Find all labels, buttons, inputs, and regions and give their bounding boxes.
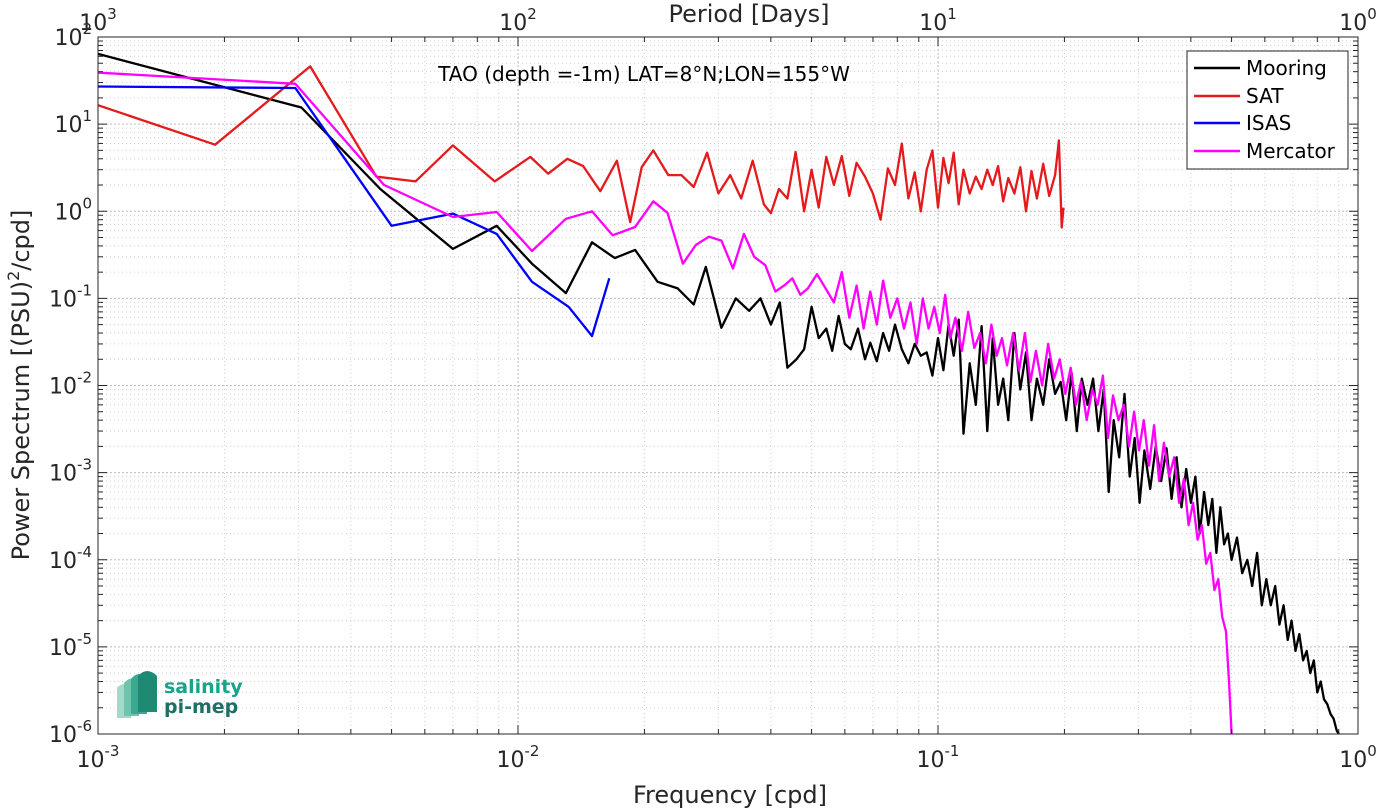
legend-label-mercator: Mercator (1246, 139, 1336, 163)
top-tick-label: 101 (919, 5, 957, 36)
series-line-isas (97, 85, 611, 338)
logo-text-pi-mep: pi-mep (164, 696, 238, 718)
logo-text-salinity: salinity (164, 676, 243, 698)
series-layer (97, 52, 1340, 735)
legend-label-mooring: Mooring (1246, 56, 1327, 80)
top-tick-label: 100 (1339, 5, 1377, 36)
y-tick-label: 10-4 (49, 543, 92, 574)
legend-label-sat: SAT (1246, 84, 1284, 108)
y-axis-label-sup: 2 (4, 271, 23, 281)
salinity-pi-mep-logo: salinity pi-mep (117, 671, 243, 718)
x-tick-label: 10-2 (497, 742, 540, 773)
series-line-mercator (97, 71, 1233, 735)
top-axis-label: Period [Days] (668, 0, 829, 28)
y-tick-label: 101 (54, 107, 92, 138)
series-line-sat (97, 65, 1065, 229)
y-tick-label: 100 (54, 194, 92, 225)
x-tick-label: 10-1 (917, 742, 960, 773)
logo-wave-icon (117, 671, 157, 718)
y-tick-label: 10-1 (49, 281, 92, 312)
tick-marks (97, 36, 1359, 735)
y-tick-label: 102 (54, 20, 92, 51)
y-axis-label: Power Spectrum [(PSU)2/cpd] (4, 210, 35, 561)
y-tick-label: 10-5 (49, 630, 92, 661)
x-axis-label: Frequency [cpd] (633, 781, 827, 809)
legend: Mooring SAT ISAS Mercator (1186, 50, 1349, 170)
legend-label-isas: ISAS (1246, 111, 1291, 135)
legend-box (1186, 50, 1349, 170)
y-tick-label: 10-6 (49, 717, 92, 748)
series-line-mooring (97, 52, 1340, 735)
top-tick-label: 102 (499, 5, 537, 36)
y-tick-label: 10-2 (49, 369, 92, 400)
top-tick-label: 103 (79, 5, 117, 36)
y-axis-label-pre: Power Spectrum [(PSU) (7, 281, 35, 560)
chart-title: TAO (depth =-1m) LAT=8°N;LON=155°W (437, 62, 850, 86)
y-tick-label: 10-3 (49, 456, 92, 487)
y-axis-label-post: /cpd] (7, 210, 35, 271)
x-tick-label: 100 (1339, 742, 1377, 773)
x-tick-label: 10-3 (77, 742, 120, 773)
